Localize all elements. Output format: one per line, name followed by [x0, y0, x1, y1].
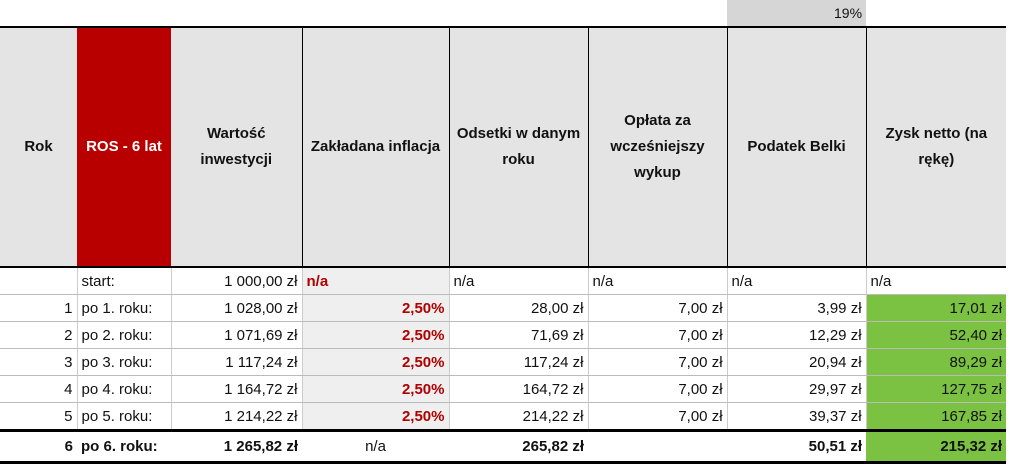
net-cell[interactable]: 89,29 zł: [865, 348, 1007, 376]
inflation-cell[interactable]: 2,50%: [301, 294, 449, 322]
value-cell[interactable]: 1 071,69 zł: [170, 321, 302, 349]
year-cell[interactable]: 2: [0, 321, 77, 349]
value-cell[interactable]: 1 000,00 zł: [170, 267, 302, 295]
year-cell[interactable]: 1: [0, 294, 77, 322]
tax-rate-cell[interactable]: 19%: [727, 0, 867, 27]
inflation-cell[interactable]: 2,50%: [301, 321, 449, 349]
header-interest: Odsetki w danym roku: [448, 26, 588, 268]
row-label[interactable]: po 5. roku:: [76, 402, 171, 431]
net-cell[interactable]: n/a: [865, 267, 1007, 295]
header-net: Zysk netto (na rękę): [865, 26, 1007, 268]
row-label[interactable]: po 2. roku:: [76, 321, 171, 349]
fee-cell[interactable]: 7,00 zł: [587, 402, 728, 431]
inflation-cell[interactable]: 2,50%: [301, 375, 449, 403]
interest-cell[interactable]: 214,22 zł: [448, 402, 588, 431]
tax-cell[interactable]: 3,99 zł: [726, 294, 867, 322]
row-label[interactable]: po 1. roku:: [76, 294, 171, 322]
net-cell[interactable]: 52,40 zł: [865, 321, 1007, 349]
interest-cell[interactable]: 117,24 zł: [448, 348, 588, 376]
value-cell[interactable]: 1 117,24 zł: [170, 348, 302, 376]
header-ros: ROS - 6 lat: [77, 26, 171, 268]
year-cell[interactable]: 6: [0, 429, 77, 464]
row-label[interactable]: po 6. roku:: [77, 429, 171, 464]
start-row: start: 1 000,00 zł n/a n/a n/a n/a n/a: [0, 267, 1007, 295]
interest-cell[interactable]: 265,82 zł: [449, 429, 588, 464]
value-cell[interactable]: 1 265,82 zł: [171, 429, 302, 464]
year-cell[interactable]: 5: [0, 402, 77, 431]
fee-cell[interactable]: 7,00 zł: [587, 294, 728, 322]
fee-cell[interactable]: n/a: [587, 267, 728, 295]
tax-cell[interactable]: 20,94 zł: [726, 348, 867, 376]
net-cell[interactable]: 127,75 zł: [865, 375, 1007, 403]
value-cell[interactable]: 1 164,72 zł: [170, 375, 302, 403]
header-inflation: Zakładana inflacja: [301, 26, 449, 268]
row-label[interactable]: start:: [76, 267, 171, 295]
net-cell[interactable]: 167,85 zł: [865, 402, 1007, 431]
inflation-cell[interactable]: n/a: [301, 267, 449, 295]
tax-cell[interactable]: n/a: [726, 267, 867, 295]
year-cell[interactable]: 4: [0, 375, 77, 403]
value-cell[interactable]: 1 214,22 zł: [170, 402, 302, 431]
header-tax: Podatek Belki: [726, 26, 867, 268]
table-row: 1 po 1. roku: 1 028,00 zł 2,50% 28,00 zł 7,00…: [0, 294, 1007, 322]
header-value: Wartość inwestycji: [171, 26, 302, 268]
interest-cell[interactable]: 71,69 zł: [448, 321, 588, 349]
table-row: 5 po 5. roku: 1 214,22 zł 2,50% 214,22 zł 7,0…: [0, 402, 1007, 431]
table-row: 4 po 4. roku: 1 164,72 zł 2,50% 164,72 zł 7,0…: [0, 375, 1007, 403]
table-row: 3 po 3. roku: 1 117,24 zł 2,50% 117,24 zł 7,0…: [0, 348, 1007, 376]
tax-cell[interactable]: 12,29 zł: [726, 321, 867, 349]
fee-cell[interactable]: 7,00 zł: [587, 348, 728, 376]
interest-cell[interactable]: n/a: [448, 267, 588, 295]
table-row: 2 po 2. roku: 1 071,69 zł 2,50% 71,69 zł 7,00…: [0, 321, 1007, 349]
interest-cell[interactable]: 28,00 zł: [448, 294, 588, 322]
row-label[interactable]: po 4. roku:: [76, 375, 171, 403]
header-row: Rok ROS - 6 lat Wartość inwestycji Zakła…: [0, 26, 1007, 268]
row-label[interactable]: po 3. roku:: [76, 348, 171, 376]
tax-cell[interactable]: 29,97 zł: [726, 375, 867, 403]
fee-cell[interactable]: 7,00 zł: [587, 375, 728, 403]
net-cell[interactable]: 17,01 zł: [865, 294, 1007, 322]
net-cell[interactable]: 215,32 zł: [866, 429, 1007, 464]
value-cell[interactable]: 1 028,00 zł: [170, 294, 302, 322]
inflation-cell[interactable]: 2,50%: [301, 402, 449, 431]
fee-cell[interactable]: [588, 429, 728, 464]
year-cell[interactable]: 3: [0, 348, 77, 376]
total-row: 6 po 6. roku: 1 265,82 zł n/a 265,82 zł …: [0, 429, 1007, 464]
header-fee: Opłata za wcześniejszy wykup: [587, 26, 728, 268]
tax-cell[interactable]: 39,37 zł: [726, 402, 867, 431]
tax-cell[interactable]: 50,51 zł: [727, 429, 867, 464]
inflation-cell[interactable]: 2,50%: [301, 348, 449, 376]
interest-cell[interactable]: 164,72 zł: [448, 375, 588, 403]
inflation-cell[interactable]: n/a: [302, 429, 449, 464]
header-year: Rok: [0, 26, 77, 268]
fee-cell[interactable]: 7,00 zł: [587, 321, 728, 349]
